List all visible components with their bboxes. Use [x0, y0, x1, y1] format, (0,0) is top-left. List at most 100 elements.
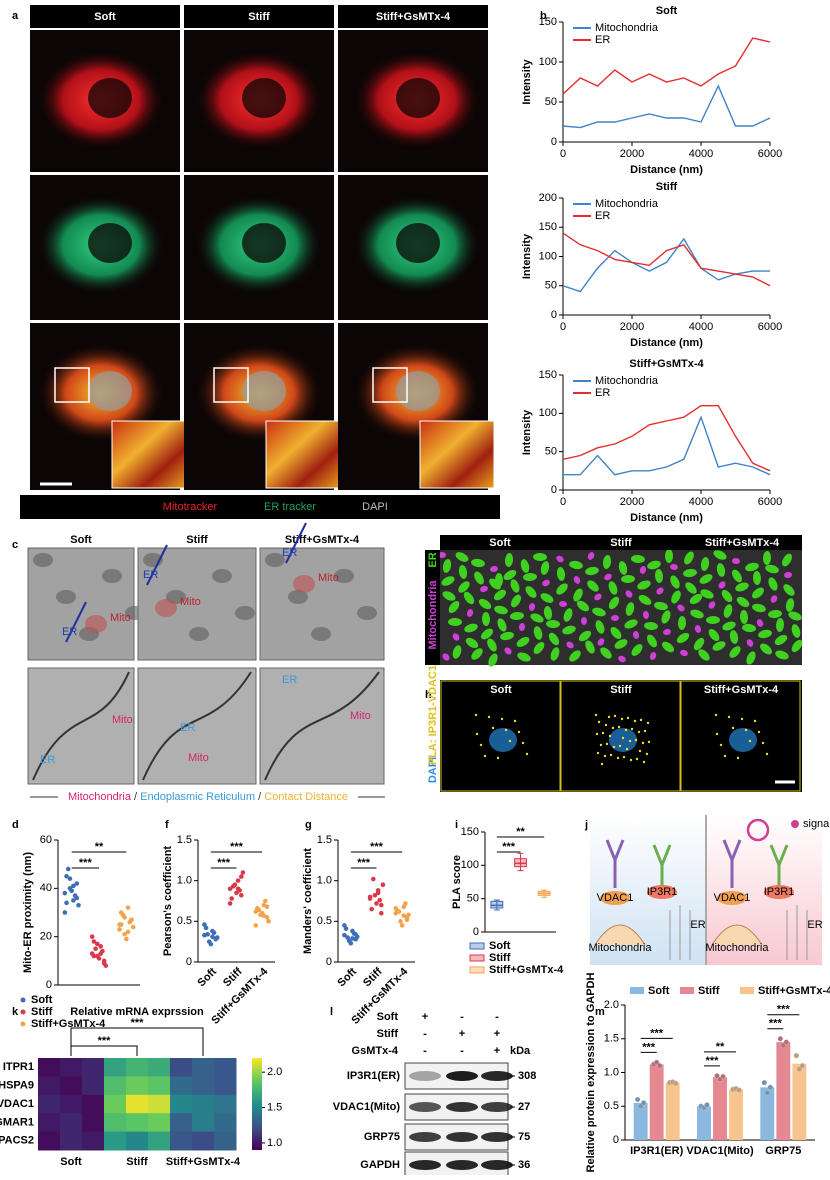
data-point	[714, 1073, 720, 1079]
data-point	[767, 1084, 774, 1091]
organelle-blob	[631, 554, 645, 564]
data-point	[348, 940, 354, 946]
antibody	[722, 839, 742, 888]
organelle-blob	[550, 647, 560, 661]
y-tick-label: 0	[551, 309, 557, 321]
significance-label: ***	[777, 1004, 791, 1016]
data-point	[780, 1042, 787, 1049]
heat-cell	[104, 1113, 127, 1133]
data-point	[91, 953, 97, 959]
significance-label: ***	[642, 1041, 656, 1053]
x-tick-label: Soft	[195, 965, 219, 989]
pla-dot	[508, 739, 512, 743]
panel-border	[680, 680, 801, 792]
organelle-blob	[585, 566, 599, 576]
pla-dot	[647, 740, 651, 744]
y-tick-label: 50	[467, 893, 479, 905]
bar	[760, 1087, 775, 1140]
organelle-blob	[556, 555, 564, 563]
data-point	[342, 923, 347, 928]
bar	[633, 1102, 648, 1140]
data-point	[401, 913, 407, 918]
panel-label: f	[165, 819, 169, 831]
nucleus	[396, 78, 440, 118]
y-tick-label: 0	[46, 979, 52, 991]
em-label: ER	[282, 674, 297, 686]
organelle-blob	[578, 630, 592, 642]
organelle-blob	[693, 637, 705, 651]
organelle-blob	[739, 610, 749, 624]
header-bar	[30, 5, 180, 28]
organelle-blob	[671, 590, 681, 604]
data-point	[396, 909, 402, 914]
y-tick-label: 0.5	[317, 915, 332, 927]
significance-label: ***	[502, 841, 516, 853]
mitochondrion	[594, 924, 646, 946]
organelle-blob	[683, 568, 697, 578]
blot-band	[446, 1102, 478, 1112]
organelle-blob	[490, 565, 498, 573]
organelle-blob	[690, 609, 704, 619]
bar	[697, 1106, 711, 1140]
heat-cell	[148, 1094, 171, 1114]
data-line	[562, 37, 771, 95]
y-tick-label: 60	[40, 834, 52, 846]
em-image	[27, 667, 135, 785]
organelle	[33, 553, 53, 567]
heat-cell	[148, 1113, 171, 1133]
organelle-blob	[722, 621, 736, 631]
data-point	[71, 883, 76, 889]
mito-highlight	[85, 615, 107, 633]
data-point	[74, 881, 80, 886]
em-label: Mito	[318, 572, 339, 584]
y-tick-label: 50	[545, 96, 557, 108]
pla-dot	[727, 715, 731, 719]
x-tick-label: Soft	[60, 1156, 82, 1168]
em-image	[137, 667, 257, 785]
organelle-blob	[729, 630, 739, 644]
heat-cell	[104, 1131, 127, 1151]
inset	[265, 420, 341, 489]
y-tick-label: 100	[539, 250, 557, 262]
organelle-blob	[752, 571, 762, 585]
heat-cell	[60, 1131, 83, 1151]
chart-title: Soft	[656, 5, 678, 17]
inset	[419, 420, 495, 489]
x-tick-label: 4000	[689, 148, 713, 160]
pla-dot	[513, 719, 517, 723]
data-point	[653, 1059, 660, 1066]
condition-mark: -	[460, 1011, 464, 1023]
y-axis-label: Mito-ER proximity (nm)	[22, 852, 34, 973]
organelle-blob	[723, 604, 733, 618]
data-point	[793, 1052, 800, 1059]
er-membrane	[669, 905, 691, 960]
organelle-blob	[528, 603, 536, 611]
pla-dot	[616, 756, 620, 760]
data-point	[266, 919, 271, 924]
pla-dot	[603, 754, 607, 758]
legend-label: Stiff	[31, 1006, 53, 1018]
pla-dot	[641, 741, 645, 745]
pla-dot	[622, 755, 626, 759]
x-tick-label: 0	[560, 148, 566, 160]
organelle-blob	[569, 560, 583, 570]
significance-label: **	[95, 841, 104, 853]
pla-dot	[504, 728, 508, 732]
organelle-blob	[712, 641, 726, 651]
pla-dot	[597, 720, 601, 724]
legend-item: Endoplasmic Reticulum	[140, 791, 255, 803]
heat-cell	[126, 1058, 149, 1077]
pla-dot	[624, 728, 628, 732]
data-point	[380, 882, 386, 888]
y-tick-label: 100	[461, 859, 479, 871]
condition-mark: +	[422, 1011, 428, 1023]
nucleus	[88, 78, 132, 118]
pla-dot	[740, 717, 744, 721]
heat-cell	[148, 1131, 171, 1151]
heat-cell	[82, 1076, 105, 1096]
em-label: ER	[180, 722, 195, 734]
x-tick-label: 2000	[620, 148, 644, 160]
pla-dot	[753, 719, 757, 723]
condition-mark: -	[460, 1045, 464, 1057]
row-label: ER	[427, 552, 439, 567]
